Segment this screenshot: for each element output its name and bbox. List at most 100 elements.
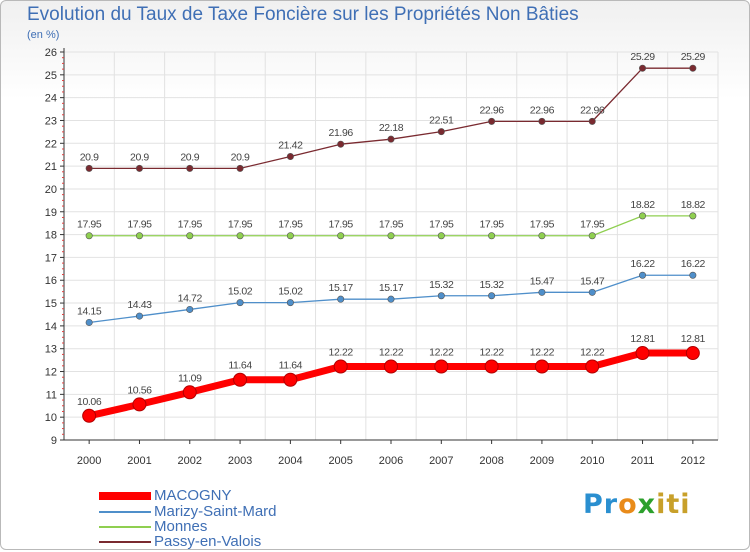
x-tick-label: 2001 [127,455,151,467]
data-label: 12.22 [379,347,404,359]
y-tick-label: 21 [45,161,57,173]
data-point [437,128,445,136]
data-label: 22.96 [479,104,504,116]
legend-label: Monnes [154,518,208,535]
data-label: 25.29 [630,51,655,63]
y-tick-label: 12 [45,367,57,379]
x-tick-label: 2010 [580,455,604,467]
data-point [488,117,496,125]
data-point [639,271,647,279]
data-point [387,135,395,143]
y-tick-label: 22 [45,138,57,150]
y-tick-label: 18 [45,230,57,242]
x-tick-label: 2009 [530,455,554,467]
data-point [639,212,647,220]
y-tick-label: 24 [45,93,57,105]
y-tick-label: 19 [45,207,57,219]
data-label: 12.81 [681,333,706,345]
data-label: 10.56 [127,384,152,396]
data-label: 20.9 [180,151,199,163]
data-point [434,359,449,374]
x-tick-label: 2004 [278,455,302,467]
x-tick-label: 2003 [228,455,252,467]
y-tick-label: 13 [45,344,57,356]
x-tick-label: 2011 [631,455,655,467]
data-label: 25.29 [681,51,706,63]
data-label: 11.09 [178,372,202,384]
logo-part: o [618,489,638,520]
data-point [337,232,345,240]
legend-label: Marizy-Saint-Mard [154,503,277,520]
y-tick-label: 16 [45,275,57,287]
data-label: 14.72 [178,292,203,304]
data-point [286,299,294,307]
y-tick-label: 23 [45,115,57,127]
data-point [588,288,596,296]
data-point [538,232,546,240]
y-tick-label: 14 [45,321,57,333]
data-label: 17.95 [77,219,102,231]
data-label: 15.32 [429,279,454,291]
data-point [186,232,194,240]
data-point [588,232,596,240]
data-point [135,232,143,240]
data-point [437,292,445,300]
x-tick-label: 2002 [178,455,202,467]
legend-swatch [99,526,151,528]
data-point [337,140,345,148]
data-label: 20.9 [231,151,250,163]
data-point [186,305,194,313]
data-point [635,346,650,361]
data-label: 15.02 [278,286,303,298]
data-label: 11.64 [228,360,252,372]
data-label: 20.9 [80,151,99,163]
data-point [685,346,700,361]
data-label: 17.95 [278,219,303,231]
legend-swatch [99,511,151,513]
data-label: 17.95 [127,219,152,231]
data-point [588,117,596,125]
data-point [488,292,496,300]
data-label: 15.02 [228,286,253,298]
legend-swatch [99,492,151,500]
data-label: 22.96 [580,104,605,116]
y-tick-label: 9 [51,435,57,447]
data-label: 15.17 [329,282,354,294]
data-point [689,64,697,72]
data-point [387,232,395,240]
y-tick-label: 17 [45,252,57,264]
logo-part: iti [656,489,691,520]
data-label: 22.18 [379,122,404,134]
data-point [333,359,348,374]
data-point [286,153,294,161]
data-point [132,397,147,412]
data-point [233,372,248,387]
data-label: 16.22 [681,258,706,270]
data-label: 10.06 [77,396,102,408]
x-tick-label: 2006 [379,455,403,467]
data-point [585,359,600,374]
x-tick-label: 2005 [328,455,352,467]
data-label: 14.15 [77,305,102,317]
data-label: 12.81 [630,333,655,345]
data-point [85,164,93,172]
y-tick-label: 11 [46,389,57,401]
data-label: 20.9 [130,151,149,163]
data-point [236,299,244,307]
data-label: 17.95 [329,219,354,231]
x-tick-label: 2012 [681,455,705,467]
data-point [437,232,445,240]
data-label: 17.95 [379,219,404,231]
data-point [384,359,398,374]
data-label: 18.82 [681,199,706,211]
data-label: 21.42 [278,140,303,152]
data-point [689,271,697,279]
data-label: 12.22 [580,347,605,359]
data-point [186,164,194,172]
data-label: 17.95 [580,219,605,231]
data-point [639,64,647,72]
data-label: 14.43 [127,299,152,311]
data-label: 17.95 [530,219,555,231]
data-label: 21.96 [329,127,354,139]
